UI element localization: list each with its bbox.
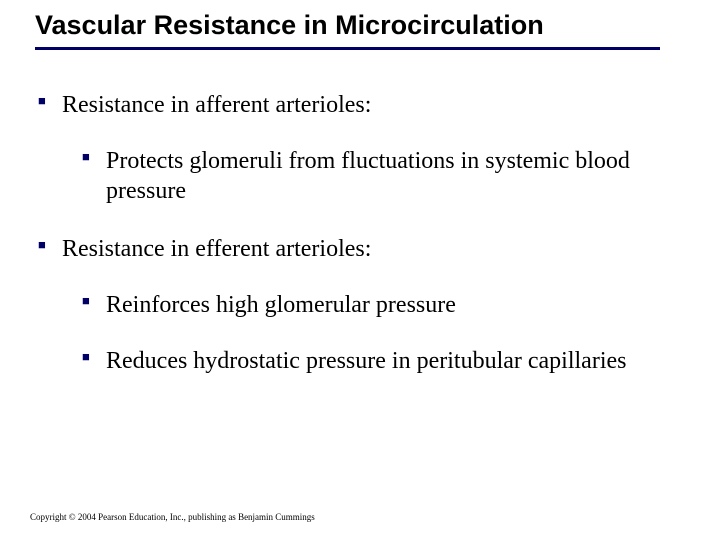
- bullet-text: Reinforces high glomerular pressure: [106, 292, 456, 318]
- list-item: Reinforces high glomerular pressure: [82, 290, 690, 320]
- bullet-list: Resistance in afferent arterioles: Prote…: [30, 90, 690, 376]
- bullet-text: Resistance in efferent arterioles:: [62, 236, 371, 262]
- slide-title: Vascular Resistance in Microcirculation: [35, 10, 660, 50]
- bullet-sublist: Reinforces high glomerular pressure Redu…: [62, 290, 690, 376]
- list-item: Protects glomeruli from fluctuations in …: [82, 146, 690, 206]
- copyright-footer: Copyright © 2004 Pearson Education, Inc.…: [30, 512, 315, 522]
- list-item: Resistance in afferent arterioles: Prote…: [38, 90, 690, 206]
- slide: Vascular Resistance in Microcirculation …: [0, 0, 720, 540]
- list-item: Reduces hydrostatic pressure in peritubu…: [82, 346, 690, 376]
- bullet-sublist: Protects glomeruli from fluctuations in …: [62, 146, 690, 206]
- bullet-text: Resistance in afferent arterioles:: [62, 92, 371, 118]
- list-item: Resistance in efferent arterioles: Reinf…: [38, 234, 690, 376]
- bullet-text: Protects glomeruli from fluctuations in …: [106, 148, 630, 204]
- bullet-text: Reduces hydrostatic pressure in peritubu…: [106, 348, 627, 374]
